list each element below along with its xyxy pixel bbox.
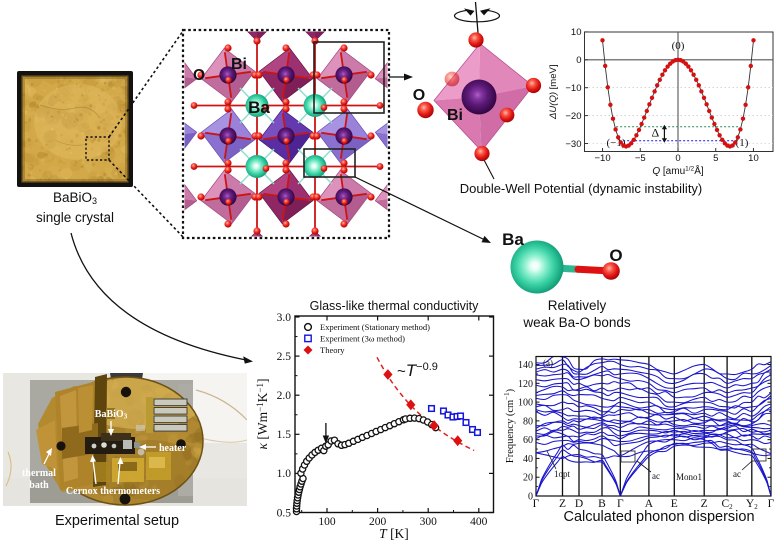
svg-text:BaBiO3: BaBiO3 xyxy=(95,409,128,421)
svg-text:~T−0.9: ~T−0.9 xyxy=(397,361,438,380)
svg-text:0: 0 xyxy=(576,55,581,66)
svg-text:single crystal: single crystal xyxy=(36,210,114,225)
svg-text:20: 20 xyxy=(523,473,533,484)
svg-text:1opt: 1opt xyxy=(554,469,571,479)
svg-text:O: O xyxy=(609,246,622,265)
svg-text:400: 400 xyxy=(470,516,488,528)
svg-text:heater: heater xyxy=(159,443,187,454)
svg-text:(0): (0) xyxy=(672,40,685,52)
svg-text:κ [Wm−1K−1]: κ [Wm−1K−1] xyxy=(255,378,270,449)
svg-text:Bi: Bi xyxy=(231,56,247,73)
svg-text:Ba: Ba xyxy=(502,230,524,249)
svg-text:(1): (1) xyxy=(736,137,749,149)
svg-text:40: 40 xyxy=(523,454,533,465)
svg-text:(−1): (−1) xyxy=(606,137,625,149)
svg-text:Γ: Γ xyxy=(617,498,624,510)
svg-text:Γ: Γ xyxy=(768,498,775,510)
svg-text:Cernox thermometers: Cernox thermometers xyxy=(66,486,160,497)
svg-text:−10: −10 xyxy=(594,153,610,164)
svg-text:0: 0 xyxy=(675,153,680,164)
svg-text:Theory: Theory xyxy=(320,345,345,355)
svg-text:10: 10 xyxy=(748,153,759,164)
svg-text:Bi: Bi xyxy=(447,107,463,124)
svg-text:100: 100 xyxy=(518,398,533,409)
svg-text:10: 10 xyxy=(571,27,582,38)
svg-text:120: 120 xyxy=(518,379,533,390)
svg-text:−5: −5 xyxy=(635,153,646,164)
svg-text:2.5: 2.5 xyxy=(277,351,292,363)
svg-text:1.0: 1.0 xyxy=(277,468,292,480)
svg-text:Γ: Γ xyxy=(533,498,540,510)
svg-text:Glass-like thermal conductivit: Glass-like thermal conductivity xyxy=(310,299,480,313)
svg-text:O: O xyxy=(193,67,205,84)
svg-text:ac: ac xyxy=(652,471,660,481)
svg-text:ΔU(Q) [meV]: ΔU(Q) [meV] xyxy=(548,65,559,120)
svg-text:0.5: 0.5 xyxy=(277,507,292,519)
svg-text:Calculated phonon dispersion: Calculated phonon dispersion xyxy=(563,509,754,525)
svg-text:Q [amu1/2Å]: Q [amu1/2Å] xyxy=(652,164,704,177)
svg-text:B: B xyxy=(598,498,606,510)
svg-text:C2: C2 xyxy=(722,498,734,511)
svg-text:100: 100 xyxy=(318,516,336,528)
svg-text:(a): (a) xyxy=(543,358,553,368)
svg-text:ac: ac xyxy=(733,469,741,479)
svg-text:Experimental setup: Experimental setup xyxy=(55,513,179,529)
svg-text:−30: −30 xyxy=(565,139,581,150)
svg-text:Δ: Δ xyxy=(652,126,660,140)
svg-text:Mono1: Mono1 xyxy=(676,472,702,482)
svg-text:D: D xyxy=(575,498,583,510)
svg-text:80: 80 xyxy=(523,416,533,427)
svg-text:0: 0 xyxy=(528,492,533,503)
svg-text:E: E xyxy=(671,498,678,510)
svg-text:Z: Z xyxy=(701,498,708,510)
svg-text:BaBiO3: BaBiO3 xyxy=(53,190,97,206)
svg-text:Experiment (Stationary method): Experiment (Stationary method) xyxy=(320,322,430,332)
svg-text:140: 140 xyxy=(518,360,533,371)
svg-text:O: O xyxy=(413,87,425,104)
svg-text:2.0: 2.0 xyxy=(277,390,292,402)
svg-text:Z: Z xyxy=(559,498,566,510)
svg-text:3.0: 3.0 xyxy=(277,312,292,324)
svg-text:Relatively: Relatively xyxy=(548,298,607,313)
svg-text:−20: −20 xyxy=(565,111,581,122)
svg-text:Ba: Ba xyxy=(248,98,270,117)
svg-text:bath: bath xyxy=(29,480,49,491)
svg-text:5: 5 xyxy=(713,153,718,164)
svg-text:60: 60 xyxy=(523,435,533,446)
svg-text:weak Ba-O bonds: weak Ba-O bonds xyxy=(522,315,631,330)
svg-text:thermal: thermal xyxy=(22,468,56,479)
svg-text:Double-Well Potential (dynamic: Double-Well Potential (dynamic instabili… xyxy=(460,181,703,196)
svg-text:300: 300 xyxy=(420,516,438,528)
svg-text:Experiment (3ω method): Experiment (3ω method) xyxy=(320,334,405,344)
svg-text:200: 200 xyxy=(369,516,387,528)
svg-text:1.5: 1.5 xyxy=(277,429,292,441)
svg-text:A: A xyxy=(645,498,654,510)
svg-text:Frequency (cm−1): Frequency (cm−1) xyxy=(503,388,516,463)
svg-text:T [K]: T [K] xyxy=(379,526,409,541)
svg-text:−10: −10 xyxy=(565,83,581,94)
